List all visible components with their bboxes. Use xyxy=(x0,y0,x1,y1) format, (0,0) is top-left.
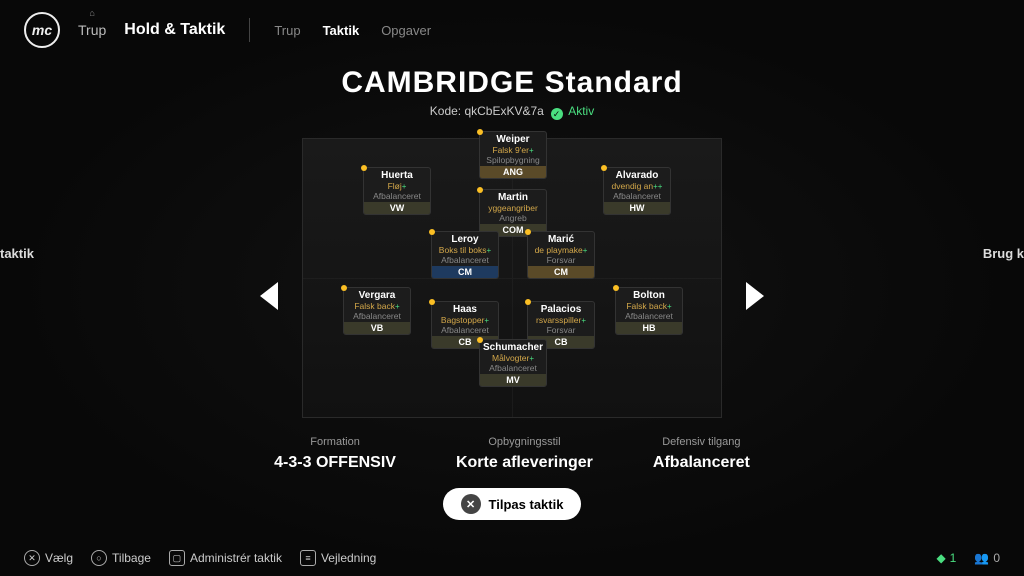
player-card[interactable]: HuertaFløj+AfbalanceretVW xyxy=(363,167,431,215)
formation-pitch: WeiperFalsk 9'er+SpilopbygningANGHuertaF… xyxy=(302,138,722,418)
player-card[interactable]: Marićde playmake+ForsvarCM xyxy=(527,231,595,279)
player-card[interactable]: VergaraFalsk back+AfbalanceretVB xyxy=(343,287,411,335)
status-label: Aktiv xyxy=(568,104,594,118)
nav-badge-icon: ⌂ xyxy=(89,8,94,18)
status-check-icon: ✓ xyxy=(551,108,563,120)
top-bar: mc ⌂ Trup Hold & Taktik Trup Taktik Opga… xyxy=(0,0,1024,60)
player-card[interactable]: Alvaradodvendig an++AfbalanceretHW xyxy=(603,167,671,215)
buildup-col[interactable]: Opbygningsstil Korte afleveringer xyxy=(456,436,593,472)
logo: mc xyxy=(24,12,60,48)
prev-tactic-arrow[interactable] xyxy=(260,282,278,310)
player-card[interactable]: WeiperFalsk 9'er+SpilopbygningANG xyxy=(479,131,547,179)
player-card[interactable]: MartinyggeangriberAngrebCOM xyxy=(479,189,547,237)
tactic-title: CAMBRIDGE Standard xyxy=(0,66,1024,100)
next-tactic-arrow[interactable] xyxy=(746,282,764,310)
tactic-summary: Formation 4-3-3 OFFENSIV Opbygningsstil … xyxy=(0,436,1024,472)
formation-col[interactable]: Formation 4-3-3 OFFENSIV xyxy=(274,436,396,472)
hint: ▢Administrér taktik xyxy=(169,550,282,566)
main-area: CAMBRIDGE Standard Kode: qkCbExKV&7a ✓ A… xyxy=(0,66,1024,526)
hint: ✕Vælg xyxy=(24,550,73,566)
player-card[interactable]: BoltonFalsk back+AfbalanceretHB xyxy=(615,287,683,335)
defense-col[interactable]: Defensiv tilgang Afbalanceret xyxy=(653,436,750,472)
close-icon: ✕ xyxy=(461,494,481,514)
subnav-opgaver[interactable]: Opgaver xyxy=(381,23,431,38)
edge-left-label: taktik xyxy=(0,246,34,261)
stat-gray: 👥 0 xyxy=(974,551,1000,565)
stat-green: ◆ 1 xyxy=(936,551,956,565)
tactic-subtitle: Kode: qkCbExKV&7a ✓ Aktiv xyxy=(0,104,1024,120)
hint: ≡Vejledning xyxy=(300,550,376,566)
subnav-taktik[interactable]: Taktik xyxy=(323,23,360,38)
nav-hold-taktik[interactable]: Hold & Taktik xyxy=(124,21,225,39)
divider xyxy=(249,18,250,42)
hint: ○Tilbage xyxy=(91,550,151,566)
nav-trup[interactable]: ⌂ Trup xyxy=(78,22,106,38)
player-card[interactable]: LeroyBoks til boks+AfbalanceretCM xyxy=(431,231,499,279)
bottom-bar: ✕Vælg ○Tilbage ▢Administrér taktik ≡Vejledn… xyxy=(0,540,1024,576)
subnav: Trup Taktik Opgaver xyxy=(274,23,431,38)
subnav-trup[interactable]: Trup xyxy=(274,23,300,38)
customize-tactic-button[interactable]: ✕ Tilpas taktik xyxy=(443,488,582,520)
edge-right-label: Brug k xyxy=(983,246,1024,261)
player-card[interactable]: SchumacherMålvogter+AfbalanceretMV xyxy=(479,339,547,387)
